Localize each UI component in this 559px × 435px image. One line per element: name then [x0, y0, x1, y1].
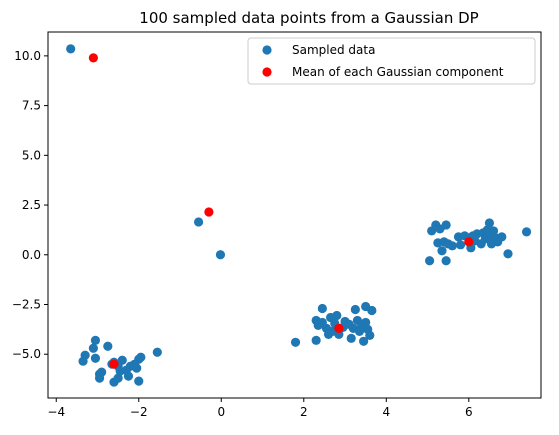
- legend-box: [247, 37, 536, 85]
- x-tick-label: 0: [217, 405, 225, 419]
- sample-point: [215, 250, 226, 260]
- x-tick-label: 4: [382, 405, 390, 419]
- sample-point: [488, 226, 499, 236]
- y-axis: −5.0 −2.5 0.0 2.5 5.0 7.5 10.0: [12, 49, 48, 361]
- sample-point: [359, 336, 369, 346]
- legend: Sampled data Mean of each Gaussian compon…: [247, 37, 536, 85]
- sample-point: [66, 44, 76, 54]
- sample-point: [134, 376, 144, 386]
- sample-point: [361, 317, 371, 328]
- sample-point: [521, 227, 532, 237]
- sample-point: [350, 304, 360, 315]
- plot-area-frame: [47, 31, 542, 399]
- legend-marker: [262, 67, 272, 77]
- sample-point: [132, 363, 142, 373]
- mean-point: [464, 237, 474, 247]
- y-tick-label: 10.0: [14, 49, 41, 63]
- x-tick-label: −4: [47, 405, 65, 419]
- sample-point: [437, 246, 447, 256]
- x-tick-label: 6: [465, 405, 473, 419]
- mean-point: [334, 323, 344, 333]
- x-axis: −4 −2 0 2 4 6: [47, 398, 473, 419]
- sample-point: [317, 303, 327, 314]
- sample-point: [90, 335, 101, 345]
- sample-point: [152, 347, 162, 357]
- sample-point: [103, 341, 113, 351]
- y-tick-label: 7.5: [22, 99, 41, 113]
- sample-point: [425, 256, 435, 266]
- sample-point: [497, 232, 507, 242]
- sample-point: [113, 373, 123, 383]
- x-tick-label: 2: [300, 405, 308, 419]
- series-component-means: [88, 53, 474, 369]
- sample-point: [441, 220, 451, 230]
- sample-point: [90, 353, 101, 363]
- sample-point: [88, 343, 98, 353]
- mean-point: [204, 207, 214, 217]
- y-tick-label: −5.0: [12, 347, 41, 361]
- legend-label: Mean of each Gaussian component: [292, 65, 504, 79]
- sample-point: [441, 256, 451, 266]
- sample-point: [78, 356, 88, 366]
- legend-label: Sampled data: [292, 43, 375, 57]
- sample-point: [447, 241, 457, 251]
- sample-point: [346, 333, 356, 343]
- sample-point: [311, 335, 321, 345]
- mean-point: [88, 53, 98, 63]
- sample-point: [136, 352, 146, 362]
- sample-point: [290, 337, 301, 347]
- sample-point: [117, 355, 127, 365]
- sample-point: [367, 305, 377, 316]
- y-tick-label: 0.0: [22, 248, 41, 262]
- y-tick-label: 2.5: [22, 198, 41, 212]
- x-tick-label: −2: [130, 405, 148, 419]
- legend-marker: [262, 45, 272, 55]
- sample-point: [94, 373, 105, 383]
- sample-point: [332, 310, 342, 321]
- series-sampled-data: [66, 44, 532, 387]
- sample-point: [455, 240, 466, 250]
- sample-point: [503, 249, 513, 259]
- y-tick-label: 5.0: [22, 148, 41, 162]
- sample-point: [123, 371, 134, 381]
- y-tick-label: −2.5: [12, 298, 41, 312]
- chart-title: 100 sampled data points from a Gaussian …: [139, 9, 478, 27]
- mean-point: [109, 359, 119, 369]
- sample-point: [193, 217, 204, 227]
- sample-point: [365, 330, 375, 340]
- plot-points: [66, 44, 532, 387]
- sample-point: [484, 218, 495, 228]
